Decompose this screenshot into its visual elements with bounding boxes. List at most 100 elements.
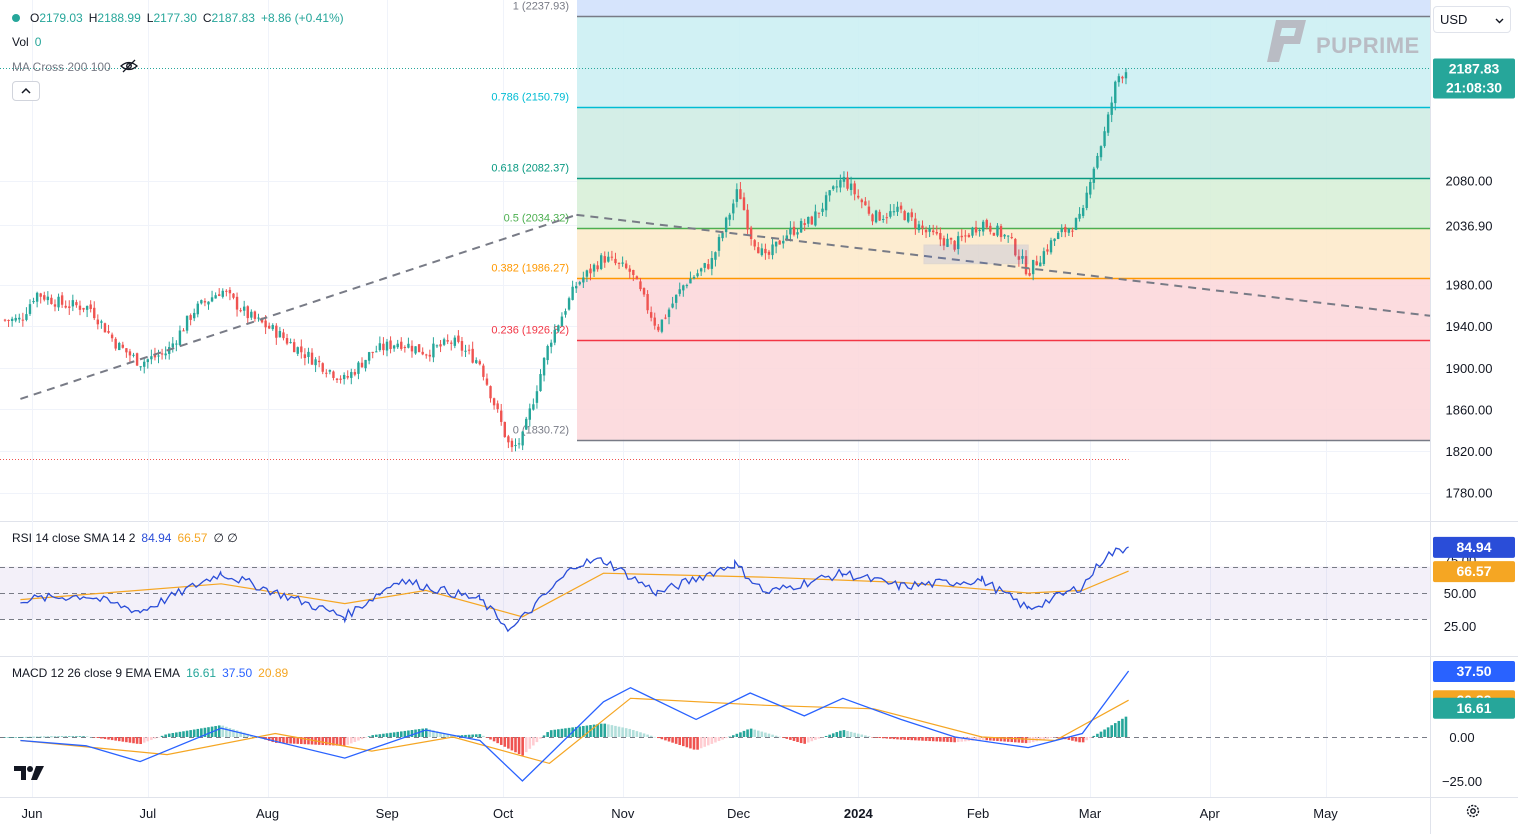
candle-body	[828, 190, 831, 196]
volume-value: 0	[34, 35, 42, 49]
candle-body	[882, 219, 885, 221]
candle-body	[685, 285, 689, 287]
candle-body	[93, 307, 96, 319]
macd-value-badge-text: 37.50	[1456, 663, 1491, 679]
candle-body	[521, 431, 524, 446]
macd-histogram-bar	[399, 731, 403, 737]
macd-histogram-bar	[557, 729, 560, 737]
macd-histogram-bar	[278, 737, 282, 744]
macd-histogram-bar	[203, 727, 207, 737]
candle-body	[171, 343, 174, 348]
macd-histogram-bar	[21, 736, 25, 738]
macd-histogram-bar	[1046, 737, 1049, 739]
fibonacci-retracement[interactable]: 1 (2237.93) 0.786 (2150.79) 0.618 (2082.37…	[491, 0, 1430, 442]
macd-histogram-bar	[992, 737, 996, 741]
macd-histogram-bar	[767, 733, 771, 737]
macd-histogram-bar	[85, 736, 89, 737]
candle-body	[103, 323, 107, 333]
fib-level-label: 0.618 (2082.37)	[491, 163, 569, 175]
macd-histogram-bar	[1081, 737, 1085, 743]
macd-histogram-bar	[603, 723, 607, 737]
candle-body	[371, 351, 374, 353]
macd-axis-label: −25.00	[1442, 774, 1482, 789]
macd-histogram-bar	[607, 724, 610, 737]
candle-body	[475, 360, 478, 363]
fib-extension-zone	[577, 0, 1430, 16]
candle-body	[735, 189, 739, 202]
fib-zone	[577, 106, 1430, 179]
macd-histogram-bar	[464, 734, 467, 737]
rising-trend-line	[20, 213, 577, 400]
candle-body	[228, 289, 232, 294]
candle-body	[182, 330, 185, 332]
candle-body	[525, 418, 528, 430]
macd-histogram-bar	[285, 737, 289, 744]
trend-lines[interactable]	[20, 213, 1431, 400]
macd-histogram-bar	[349, 737, 353, 744]
candle-body	[96, 319, 100, 325]
candle-body	[892, 211, 896, 213]
candle-body	[728, 214, 731, 220]
macd-histogram-bar	[985, 737, 989, 741]
ma-cross-legend[interactable]: MA Cross 200 100	[12, 59, 144, 76]
candle-body	[225, 290, 228, 292]
macd-histogram-bar	[796, 737, 799, 743]
candle-body	[714, 252, 717, 260]
candle-body	[1031, 259, 1035, 275]
candle-body	[125, 348, 128, 353]
candle-body	[382, 343, 385, 351]
chart-settings-button[interactable]	[1462, 802, 1484, 824]
candle-body	[874, 210, 878, 223]
macd-histogram-bar	[75, 736, 78, 737]
macd-histogram-bar	[703, 737, 707, 747]
candle-body	[1010, 237, 1013, 239]
candle-body	[457, 335, 460, 342]
macd-histogram-bar	[432, 730, 435, 737]
macd-histogram-bar	[914, 737, 917, 741]
candle-body	[271, 325, 274, 330]
candle-body	[564, 311, 567, 315]
macd-histogram-bar	[731, 735, 735, 737]
macd-histogram-bar	[667, 737, 671, 742]
candle-body	[367, 352, 371, 361]
macd-histogram-bar	[1088, 737, 1092, 739]
candle-body	[250, 311, 253, 318]
macd-histogram-bar	[207, 727, 210, 737]
candle-body	[589, 268, 592, 274]
candle-body	[282, 332, 285, 339]
candle-body	[85, 306, 89, 310]
macd-histogram-bar	[931, 737, 935, 742]
eye-crossed-icon[interactable]	[120, 59, 139, 76]
candle-body	[903, 211, 906, 221]
candle-body	[496, 403, 499, 410]
candle-body	[460, 341, 464, 351]
macd-histogram-bar	[71, 736, 75, 737]
candle-body	[964, 235, 967, 237]
candle-body	[1124, 72, 1128, 79]
currency-select[interactable]: USD	[1433, 6, 1511, 33]
tradingview-logo[interactable]	[14, 764, 52, 785]
candle-body	[846, 177, 849, 189]
macd-histogram-bar	[814, 737, 817, 740]
macd-histogram-bar	[446, 734, 449, 737]
candle-body	[1003, 234, 1006, 237]
fib-zone	[577, 16, 1430, 107]
macd-histogram-bar	[64, 736, 67, 737]
candle-body	[1064, 226, 1067, 233]
candle-body	[253, 311, 257, 319]
macd-histogram-bar	[60, 736, 64, 738]
candle-body	[949, 237, 953, 240]
axes: 1780.00 1820.00 1860.00 1900.00 1940.00 1980.…	[22, 174, 1493, 822]
candle-body	[935, 231, 938, 234]
fib-level-label: 1 (2237.93)	[513, 1, 569, 13]
macd-histogram-bar	[196, 728, 200, 737]
macd-histogram-bar	[1074, 737, 1078, 742]
macd-histogram-bar	[821, 737, 824, 738]
price-axis-label: 2036.90	[1446, 218, 1493, 233]
candle-body	[550, 342, 553, 347]
macd-histogram-bar	[653, 736, 657, 738]
candle-body	[967, 234, 971, 237]
collapse-legend-button[interactable]	[12, 81, 40, 101]
macd-histogram-bar	[171, 733, 175, 737]
